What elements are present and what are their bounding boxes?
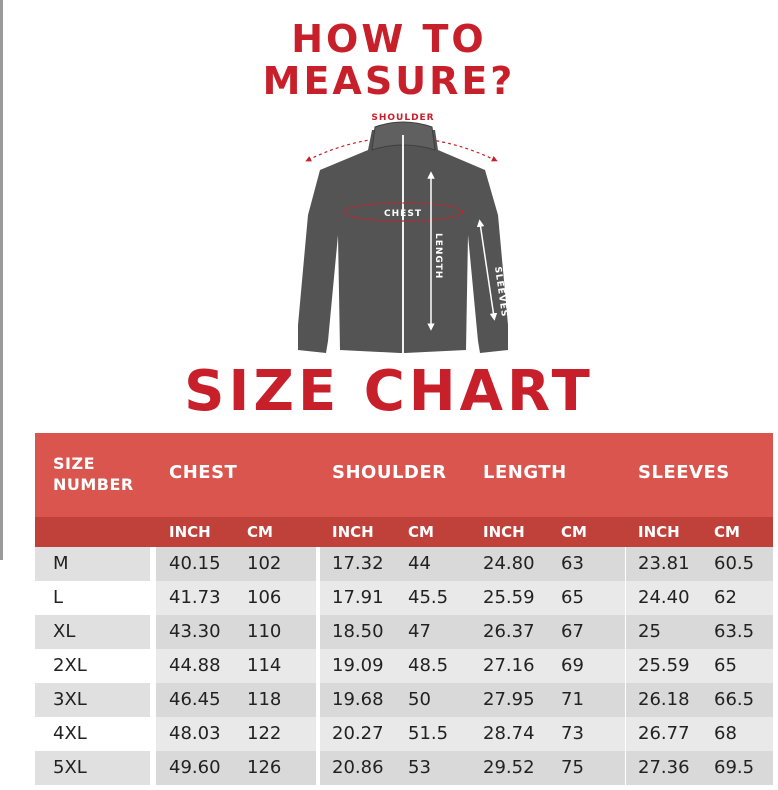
table-body: M 40.15 102 17.32 44 24.80 63 23.81 60.5 L 41.73 10…	[35, 547, 773, 785]
sleeves-inch-cell: 24.40	[638, 587, 690, 608]
size-cell: XL	[53, 621, 76, 642]
chest-measure-line	[342, 202, 464, 222]
sleeves-header: SLEEVES	[638, 462, 730, 483]
sleeves-cm-cell: 68	[714, 723, 737, 744]
chest-cm-cell: 126	[247, 757, 282, 778]
length-cm-cell: 75	[561, 757, 584, 778]
length-header: LENGTH	[483, 462, 567, 483]
shoulder-cm-header: CM	[408, 523, 434, 541]
shoulder-header: SHOULDER	[332, 462, 447, 483]
shoulder-inch-cell: 20.86	[332, 757, 384, 778]
length-label: LENGTH	[433, 233, 443, 279]
measure-title: MEASURE?	[262, 59, 516, 103]
size-chart-title: SIZE CHART	[184, 359, 594, 424]
chest-cm-cell: 118	[247, 689, 282, 710]
length-inch-header: INCH	[483, 523, 525, 541]
how-to-title: HOW TO	[291, 17, 487, 61]
chest-inch-cell: 46.45	[169, 689, 221, 710]
table-row: XL 43.30 110 18.50 47 26.37 67 25 63.5	[35, 615, 773, 649]
length-inch-cell: 28.74	[483, 723, 535, 744]
length-cm-cell: 63	[561, 553, 584, 574]
length-inch-cell: 26.37	[483, 621, 535, 642]
length-inch-cell: 27.16	[483, 655, 535, 676]
shoulder-inch-cell: 18.50	[332, 621, 384, 642]
sleeves-inch-cell: 26.77	[638, 723, 690, 744]
size-cell: 4XL	[53, 723, 87, 744]
chest-header: CHEST	[169, 462, 238, 483]
table-row: 4XL 48.03 122 20.27 51.5 28.74 73 26.77 68	[35, 717, 773, 751]
size-cell: 5XL	[53, 757, 87, 778]
shoulder-inch-cell: 19.68	[332, 689, 384, 710]
sleeves-cm-cell: 69.5	[714, 757, 755, 778]
sleeves-inch-cell: 25	[638, 621, 661, 642]
shoulder-cm-cell: 50	[408, 689, 431, 710]
shoulder-inch-cell: 20.27	[332, 723, 384, 744]
chest-inch-cell: 41.73	[169, 587, 221, 608]
length-inch-cell: 25.59	[483, 587, 535, 608]
length-cm-header: CM	[561, 523, 587, 541]
length-cm-cell: 69	[561, 655, 584, 676]
size-number-header: SIZE NUMBER	[53, 454, 134, 494]
length-inch-cell: 27.95	[483, 689, 535, 710]
table-header: SIZE NUMBER CHEST SHOULDER LENGTH SLEEVE…	[35, 433, 773, 517]
shoulder-inch-cell: 19.09	[332, 655, 384, 676]
table-row: M 40.15 102 17.32 44 24.80 63 23.81 60.5	[35, 547, 773, 581]
size-cell: 2XL	[53, 655, 87, 676]
shoulder-inch-header: INCH	[332, 523, 374, 541]
size-table: SIZE NUMBER CHEST SHOULDER LENGTH SLEEVE…	[35, 433, 773, 785]
shoulder-label: SHOULDER	[371, 113, 434, 123]
jacket-diagram: SHOULDER CHEST LENGTH SLEEVES	[298, 113, 509, 353]
shoulder-cm-cell: 44	[408, 553, 431, 574]
size-cell: M	[53, 553, 69, 574]
chest-cm-cell: 106	[247, 587, 282, 608]
sleeves-inch-cell: 23.81	[638, 553, 690, 574]
sleeves-inch-header: INCH	[638, 523, 680, 541]
chest-cm-cell: 114	[247, 655, 282, 676]
sleeves-inch-cell: 27.36	[638, 757, 690, 778]
shoulder-inch-cell: 17.91	[332, 587, 384, 608]
unit-header: INCH CM INCH CM INCH CM INCH CM	[35, 517, 773, 547]
chest-inch-cell: 49.60	[169, 757, 221, 778]
length-inch-cell: 24.80	[483, 553, 535, 574]
chest-cm-header: CM	[247, 523, 273, 541]
shoulder-cm-cell: 45.5	[408, 587, 449, 608]
table-row: 3XL 46.45 118 19.68 50 27.95 71 26.18 66.5	[35, 683, 773, 717]
length-cm-cell: 73	[561, 723, 584, 744]
length-inch-cell: 29.52	[483, 757, 535, 778]
shoulder-cm-cell: 53	[408, 757, 431, 778]
chest-label: CHEST	[384, 209, 422, 219]
shoulder-cm-cell: 51.5	[408, 723, 449, 744]
table-row: 5XL 49.60 126 20.86 53 29.52 75 27.36 69.5	[35, 751, 773, 785]
chest-inch-cell: 48.03	[169, 723, 221, 744]
chest-inch-cell: 40.15	[169, 553, 221, 574]
shoulder-cm-cell: 47	[408, 621, 431, 642]
chest-cm-cell: 110	[247, 621, 282, 642]
sleeves-cm-cell: 66.5	[714, 689, 755, 710]
size-cell: 3XL	[53, 689, 87, 710]
sleeves-cm-cell: 63.5	[714, 621, 755, 642]
table-row: L 41.73 106 17.91 45.5 25.59 65 24.40 62	[35, 581, 773, 615]
sleeves-measure-line	[476, 219, 498, 321]
sleeves-cm-header: CM	[714, 523, 740, 541]
chest-inch-cell: 44.88	[169, 655, 221, 676]
shoulder-cm-cell: 48.5	[408, 655, 449, 676]
length-cm-cell: 67	[561, 621, 584, 642]
chest-inch-header: INCH	[169, 523, 211, 541]
shoulder-inch-cell: 17.32	[332, 553, 384, 574]
page-edge	[0, 0, 3, 560]
sleeves-cm-cell: 62	[714, 587, 737, 608]
chest-inch-cell: 43.30	[169, 621, 221, 642]
size-cell: L	[53, 587, 64, 608]
length-cm-cell: 71	[561, 689, 584, 710]
length-cm-cell: 65	[561, 587, 584, 608]
chest-cm-cell: 122	[247, 723, 282, 744]
chest-cm-cell: 102	[247, 553, 282, 574]
sleeves-inch-cell: 25.59	[638, 655, 690, 676]
sleeves-cm-cell: 60.5	[714, 553, 755, 574]
table-row: 2XL 44.88 114 19.09 48.5 27.16 69 25.59 65	[35, 649, 773, 683]
sleeves-cm-cell: 65	[714, 655, 737, 676]
sleeves-inch-cell: 26.18	[638, 689, 690, 710]
